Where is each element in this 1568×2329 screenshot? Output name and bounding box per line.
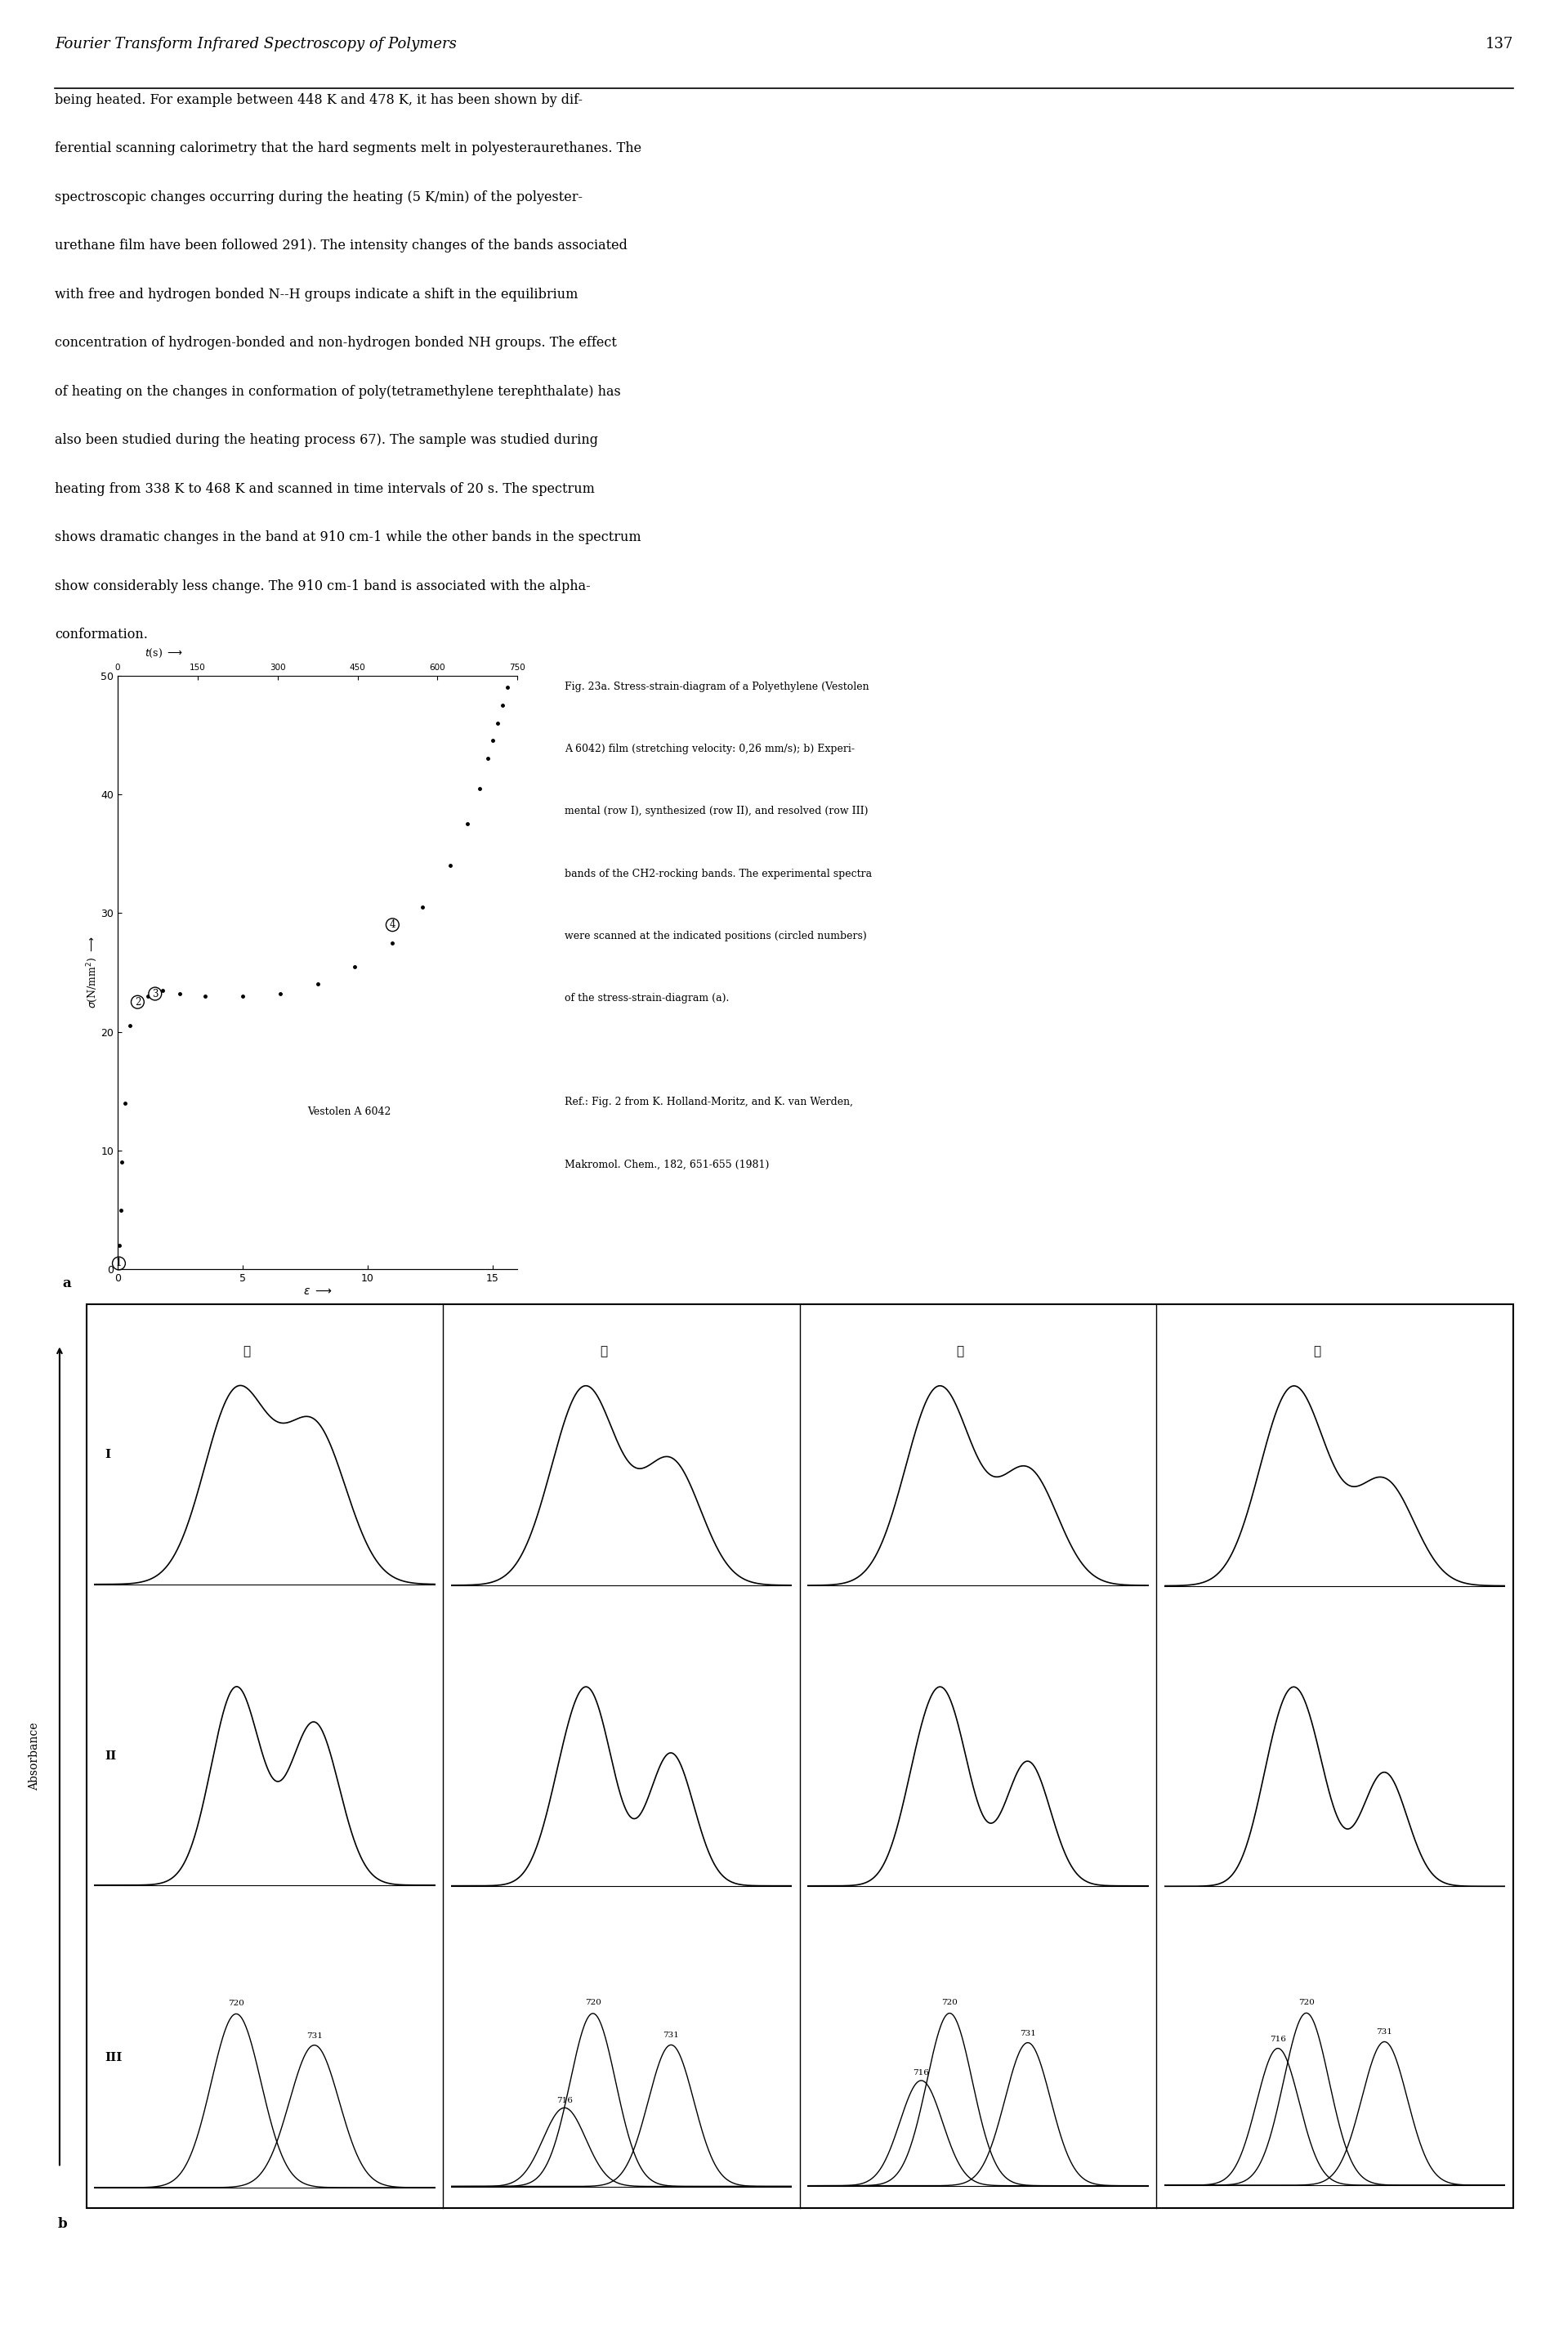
X-axis label: $\varepsilon\ \longrightarrow$: $\varepsilon\ \longrightarrow$ bbox=[303, 1286, 332, 1297]
Text: ①: ① bbox=[243, 1346, 251, 1358]
Text: 720: 720 bbox=[941, 1998, 958, 2005]
Text: a: a bbox=[63, 1276, 72, 1290]
Text: Fig. 23a. Stress-strain-diagram of a Polyethylene (Vestolen: Fig. 23a. Stress-strain-diagram of a Pol… bbox=[564, 682, 869, 692]
Text: 1: 1 bbox=[116, 1258, 122, 1269]
Text: I: I bbox=[105, 1449, 111, 1460]
Text: 4: 4 bbox=[389, 920, 395, 929]
Text: 731: 731 bbox=[1019, 2029, 1036, 2038]
Text: 720: 720 bbox=[585, 1998, 601, 2008]
Text: ferential scanning calorimetry that the hard segments melt in polyesteraurethane: ferential scanning calorimetry that the … bbox=[55, 142, 641, 156]
Text: Fourier Transform Infrared Spectroscopy of Polymers: Fourier Transform Infrared Spectroscopy … bbox=[55, 37, 456, 51]
Text: also been studied during the heating process 67). The sample was studied during: also been studied during the heating pro… bbox=[55, 433, 599, 447]
Text: 731: 731 bbox=[1377, 2029, 1392, 2036]
Text: II: II bbox=[105, 1751, 116, 1761]
Text: III: III bbox=[105, 2052, 122, 2063]
Text: ③: ③ bbox=[956, 1346, 964, 1358]
Text: 137: 137 bbox=[1485, 37, 1513, 51]
Text: 720: 720 bbox=[1298, 1998, 1314, 2005]
Text: 716: 716 bbox=[913, 2068, 930, 2077]
Text: b: b bbox=[58, 2217, 67, 2231]
Text: 716: 716 bbox=[557, 2098, 572, 2105]
Text: Vestolen A 6042: Vestolen A 6042 bbox=[307, 1106, 392, 1118]
Text: mental (row I), synthesized (row II), and resolved (row III): mental (row I), synthesized (row II), an… bbox=[564, 806, 869, 817]
Text: concentration of hydrogen-bonded and non-hydrogen bonded NH groups. The effect: concentration of hydrogen-bonded and non… bbox=[55, 335, 616, 349]
Text: with free and hydrogen bonded N--H groups indicate a shift in the equilibrium: with free and hydrogen bonded N--H group… bbox=[55, 286, 579, 300]
Text: $t$(s) $\longrightarrow$: $t$(s) $\longrightarrow$ bbox=[144, 647, 182, 659]
Text: Ref.: Fig. 2 from K. Holland-Moritz, and K. van Werden,: Ref.: Fig. 2 from K. Holland-Moritz, and… bbox=[564, 1097, 853, 1109]
Text: urethane film have been followed 291). The intensity changes of the bands associ: urethane film have been followed 291). T… bbox=[55, 240, 627, 254]
Text: 2: 2 bbox=[135, 997, 141, 1008]
Y-axis label: $\sigma$(N/mm$^2)\ \longrightarrow$: $\sigma$(N/mm$^2)\ \longrightarrow$ bbox=[85, 936, 99, 1008]
Text: 3: 3 bbox=[152, 987, 158, 999]
Text: A 6042) film (stretching velocity: 0,26 mm/s); b) Experi-: A 6042) film (stretching velocity: 0,26 … bbox=[564, 743, 855, 755]
Text: ②: ② bbox=[599, 1346, 607, 1358]
Text: 731: 731 bbox=[663, 2031, 679, 2040]
Text: ④: ④ bbox=[1312, 1346, 1320, 1358]
Text: spectroscopic changes occurring during the heating (5 K/min) of the polyester-: spectroscopic changes occurring during t… bbox=[55, 191, 583, 205]
Text: shows dramatic changes in the band at 910 cm-1 while the other bands in the spec: shows dramatic changes in the band at 91… bbox=[55, 531, 641, 545]
Text: heating from 338 K to 468 K and scanned in time intervals of 20 s. The spectrum: heating from 338 K to 468 K and scanned … bbox=[55, 482, 594, 496]
Text: bands of the CH2-rocking bands. The experimental spectra: bands of the CH2-rocking bands. The expe… bbox=[564, 869, 872, 878]
Text: of heating on the changes in conformation of poly(tetramethylene terephthalate) : of heating on the changes in conformatio… bbox=[55, 384, 621, 398]
Text: 731: 731 bbox=[306, 2033, 323, 2040]
Text: 720: 720 bbox=[227, 2001, 245, 2008]
Text: were scanned at the indicated positions (circled numbers): were scanned at the indicated positions … bbox=[564, 932, 867, 941]
Text: 716: 716 bbox=[1270, 2036, 1286, 2043]
Text: being heated. For example between 448 K and 478 K, it has been shown by dif-: being heated. For example between 448 K … bbox=[55, 93, 583, 107]
Text: Makromol. Chem., 182, 651-655 (1981): Makromol. Chem., 182, 651-655 (1981) bbox=[564, 1160, 768, 1169]
Text: of the stress-strain-diagram (a).: of the stress-strain-diagram (a). bbox=[564, 992, 729, 1004]
Text: show considerably less change. The 910 cm-1 band is associated with the alpha-: show considerably less change. The 910 c… bbox=[55, 580, 591, 594]
Text: Absorbance: Absorbance bbox=[28, 1721, 41, 1791]
Text: conformation.: conformation. bbox=[55, 629, 147, 643]
